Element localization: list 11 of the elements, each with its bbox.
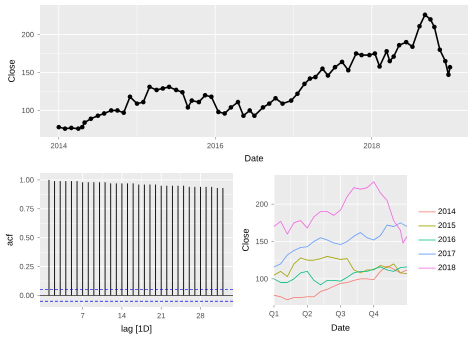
line-series bbox=[274, 266, 408, 286]
x-axis-title: Date bbox=[332, 324, 350, 331]
line-series bbox=[274, 222, 408, 268]
line-series bbox=[274, 266, 408, 300]
y-axis-title: acf bbox=[6, 234, 13, 246]
line-series bbox=[274, 181, 408, 244]
y-axis-title: Close bbox=[8, 60, 15, 82]
line-series bbox=[274, 256, 408, 278]
x-axis-title: lag [1D] bbox=[122, 325, 152, 334]
y-axis-title: Close bbox=[242, 228, 249, 252]
x-axis-title: Date bbox=[245, 155, 264, 162]
